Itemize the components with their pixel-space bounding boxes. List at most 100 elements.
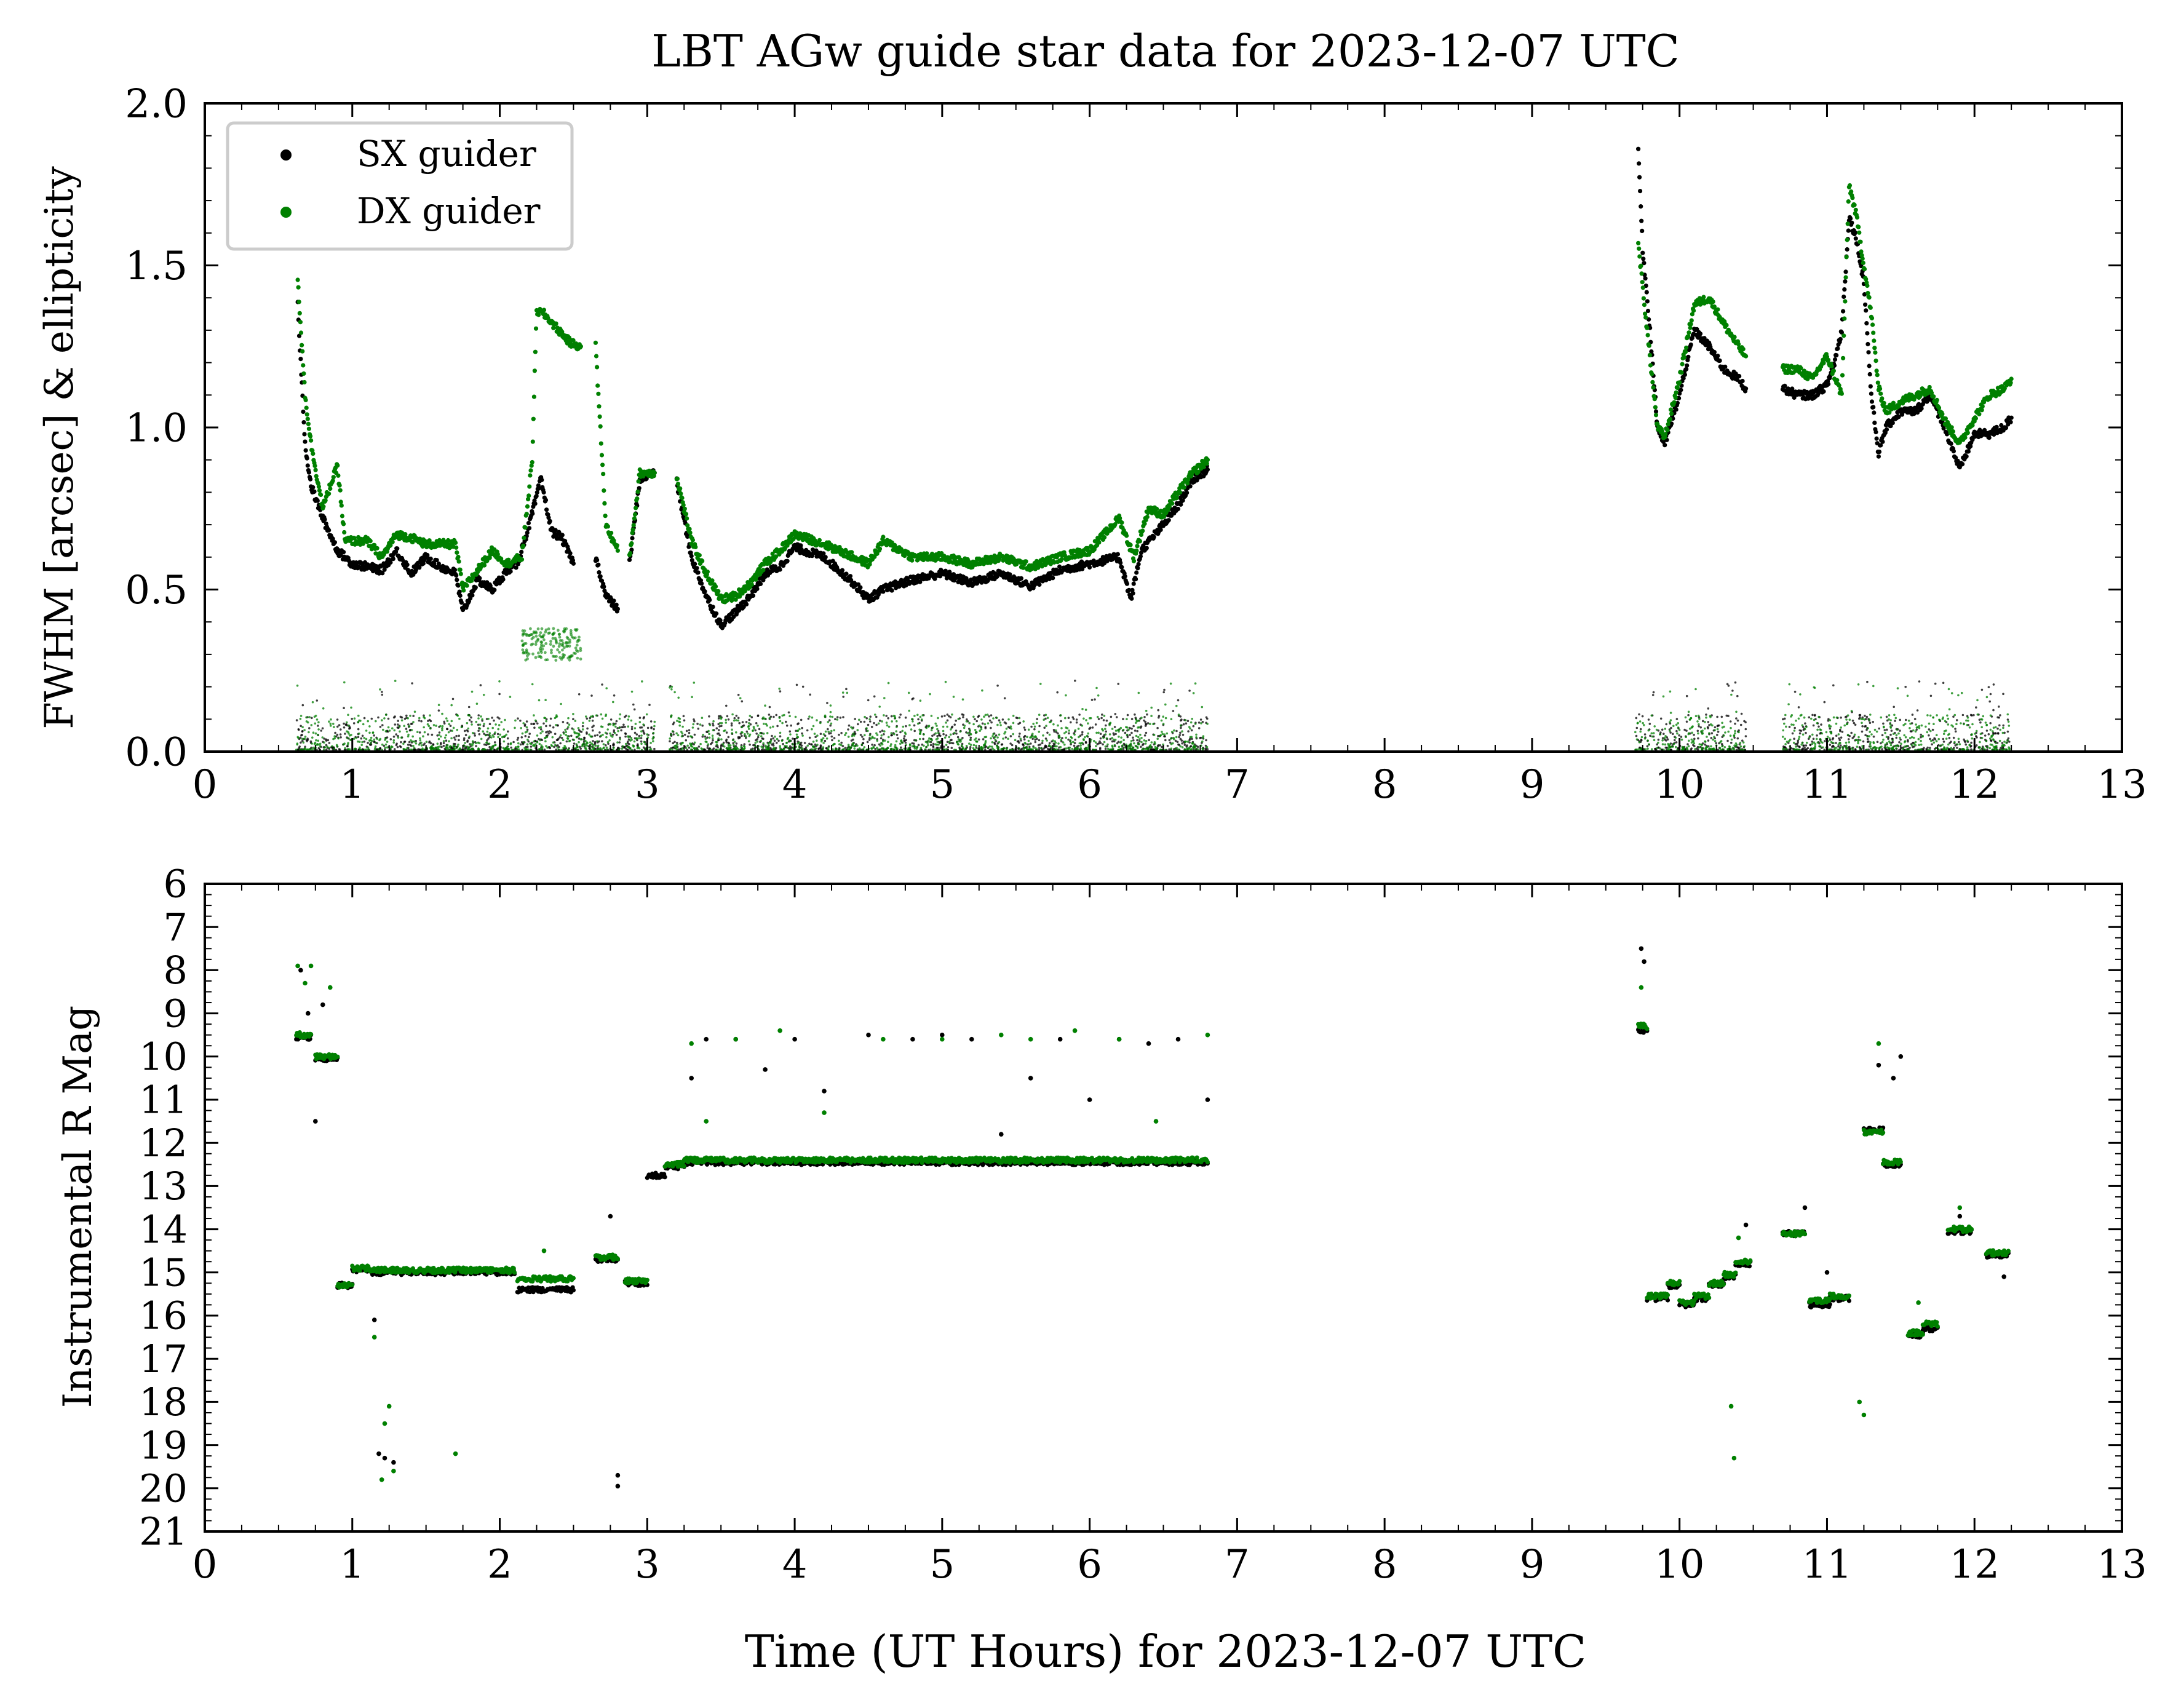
dx-ellipticity-point [1175,747,1178,750]
sx-ellipticity-point [620,729,622,732]
sx-ellipticity-point [1838,739,1841,741]
dx-ellipticity-point [934,732,937,735]
dx-ellipticity-point [1722,734,1725,737]
sx-ellipticity-point [1994,732,1997,734]
sx-ellipticity-point [890,715,893,718]
sx-ellipticity-point [828,719,831,721]
dx-ellipticity-point [1073,733,1076,736]
dx-ellipticity-point [999,724,1002,726]
sx-ellipticity-point [1115,716,1118,718]
dx-ellipticity-point [763,723,765,725]
dx-ellipticity-point [574,629,578,632]
dx-ellipticity-point [368,731,371,734]
dx-ellipticity-point [908,743,912,745]
dx-ellipticity-point [541,747,544,750]
dx-ellipticity-point [423,716,425,718]
sx-ellipticity-point [1979,721,1982,724]
sx-ellipticity-point [445,739,448,742]
dx-ellipticity-point [670,685,673,688]
sx-ellipticity-point [878,720,881,722]
dx-ellipticity-point [960,744,963,747]
sx-ellipticity-point [1954,728,1956,730]
dx-ellipticity-point [983,715,985,718]
sx-ellipticity-point [642,746,645,749]
sx-ellipticity-point [525,720,528,723]
dx-ellipticity-point [756,741,759,743]
dx-ellipticity-point [317,734,319,736]
sx-ellipticity-point [453,736,456,739]
dx-ellipticity-point [1179,745,1182,748]
sx-ellipticity-point [830,732,832,734]
dx-ellipticity-point [779,747,782,749]
dx-ellipticity-point [514,719,517,722]
sx-ellipticity-point [1929,747,1931,749]
dx-ellipticity-point [638,721,642,723]
dx-ellipticity-point [835,747,838,750]
dx-ellipticity-point [1734,729,1736,733]
sx-ellipticity-point [1073,742,1076,744]
sx-ellipticity-point [1635,726,1639,729]
dx-ellipticity-point [624,742,627,745]
sx-ellipticity-point [548,746,551,749]
sx-ellipticity-point [771,743,773,746]
dx-ellipticity-point [1170,747,1173,750]
sx-ellipticity-point [1929,737,1931,741]
sx-ellipticity-point [1890,729,1893,732]
sx-ellipticity-point [1812,737,1815,741]
sx-ellipticity-point [1126,713,1129,717]
dx-ellipticity-point [1819,740,1822,743]
dx-ellipticity-point [883,697,886,699]
sx-ellipticity-point [363,741,366,743]
sx-ellipticity-point [993,742,996,745]
dx-ellipticity-point [1096,715,1099,718]
dx-ellipticity-point [384,713,387,716]
sx-ellipticity-point [773,715,775,718]
dx-ellipticity-point [333,726,335,728]
dx-ellipticity-point [1840,726,1842,729]
sx-ellipticity-point [578,729,581,731]
sx-ellipticity-point [726,715,729,718]
dx-ellipticity-point [712,729,715,731]
dx-ellipticity-point [1052,739,1054,742]
sx-ellipticity-point [325,749,328,751]
dx-ellipticity-point [801,734,804,737]
dx-ellipticity-point [914,739,917,742]
dx-ellipticity-point [642,723,645,726]
sx-ellipticity-point [1071,716,1075,719]
dx-ellipticity-point [1915,726,1918,729]
sx-ellipticity-point [543,749,546,751]
dx-ellipticity-point [1845,744,1848,747]
sx-ellipticity-point [738,721,741,725]
dx-ellipticity-point [693,741,696,744]
sx-ellipticity-point [437,709,440,712]
sx-fwhm-point [597,570,602,575]
sx-ellipticity-point [717,732,720,735]
dx-ellipticity-point [1002,737,1004,740]
dx-ellipticity-point [707,743,710,745]
dx-ellipticity-point [786,737,789,741]
dx-ellipticity-point [361,741,363,744]
sx-ellipticity-point [592,725,595,727]
dx-ellipticity-point [1201,740,1204,743]
sx-ellipticity-point [1163,688,1166,691]
dx-ellipticity-point [992,717,995,720]
sx-ellipticity-point [464,747,466,750]
dx-ellipticity-point [890,747,892,750]
dx-ellipticity-point [563,627,566,630]
dx-ellipticity-point [731,732,733,734]
dx-ellipticity-point [418,717,421,720]
sx-ellipticity-point [854,718,856,720]
sx-ellipticity-point [596,734,599,737]
dx-ellipticity-point [1817,715,1820,718]
dx-ellipticity-point [1054,745,1057,748]
sx-ellipticity-point [467,705,471,709]
dx-ellipticity-point [829,704,832,707]
sx-ellipticity-point [319,749,321,751]
sx-ellipticity-point [553,745,555,749]
dx-ellipticity-point [1826,736,1829,738]
dx-ellipticity-point [494,744,497,747]
sx-ellipticity-point [836,716,839,718]
sx-ellipticity-point [562,721,565,723]
dx-ellipticity-point [534,643,538,646]
sx-ellipticity-point [648,704,651,706]
